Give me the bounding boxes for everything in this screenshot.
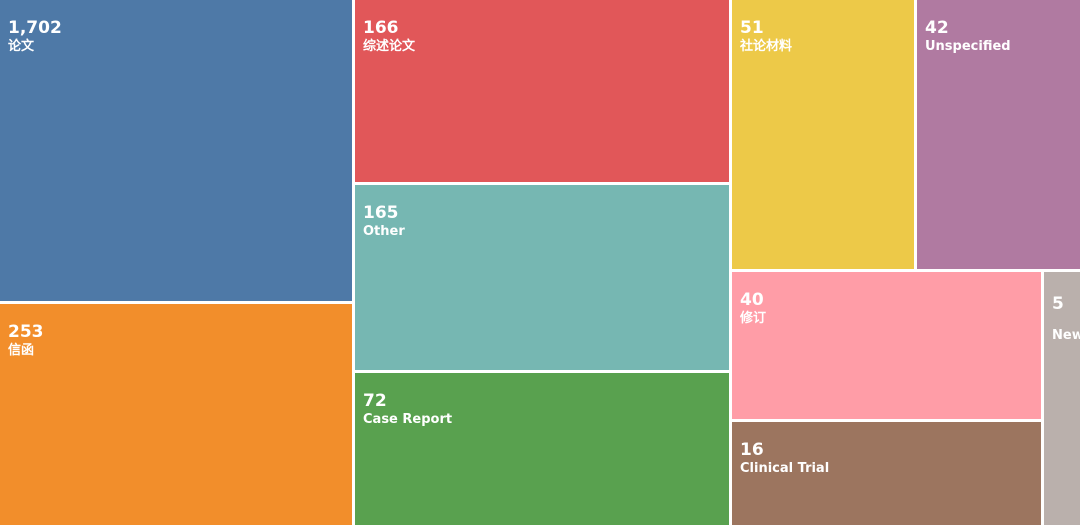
treemap-tile-value: 16: [740, 440, 764, 460]
treemap-tile-label: 修订: [740, 311, 767, 326]
treemap-tile-label: 信函: [8, 343, 35, 358]
treemap-tile-label: Case Report: [363, 412, 453, 427]
treemap-tile-value: 5: [1052, 294, 1064, 314]
treemap-tile-label: 综述论文: [363, 39, 416, 54]
treemap-tile-value: 72: [363, 391, 387, 411]
treemap-tile[interactable]: 72 Case Report: [355, 373, 729, 525]
treemap-tile-label: 论文: [8, 39, 35, 54]
treemap-tile[interactable]: 51 社论材料: [732, 0, 914, 269]
treemap-tile-label: Clinical Trial: [740, 461, 830, 476]
treemap-tile[interactable]: 40 修订: [732, 272, 1041, 419]
treemap-tile[interactable]: 165 Other: [355, 185, 729, 370]
treemap-tile-value: 51: [740, 18, 764, 38]
treemap-tile[interactable]: 166 综述论文: [355, 0, 729, 182]
treemap-tile[interactable]: 5 New: [1044, 272, 1080, 525]
treemap-tile-value: 165: [363, 203, 399, 223]
treemap-tile-label: Other: [363, 224, 405, 239]
treemap-tile-value: 1,702: [8, 18, 62, 38]
treemap-tile-value: 166: [363, 18, 399, 38]
treemap-tile-value: 253: [8, 322, 44, 342]
treemap-tile[interactable]: 253 信函: [0, 304, 352, 525]
treemap-tile-label: 社论材料: [740, 39, 793, 54]
treemap-tile-label: Unspecified: [925, 39, 1011, 54]
treemap-tile[interactable]: 16 Clinical Trial: [732, 422, 1041, 525]
treemap-tile-label: New: [1052, 328, 1080, 343]
treemap-tile[interactable]: 42 Unspecified: [917, 0, 1080, 269]
treemap-tile-value: 40: [740, 290, 764, 310]
treemap-tile-value: 42: [925, 18, 949, 38]
treemap-tile[interactable]: 1,702 论文: [0, 0, 352, 301]
